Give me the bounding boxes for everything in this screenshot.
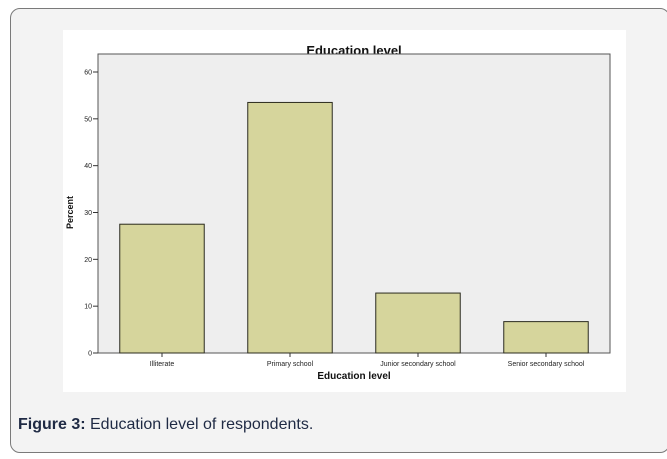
- y-tick-label: 30: [84, 210, 92, 217]
- bar: [503, 321, 589, 354]
- figure-caption: Figure 3: Education level of respondents…: [18, 416, 313, 434]
- y-axis-label: Percent: [65, 196, 75, 229]
- y-tick-label: 50: [84, 116, 92, 123]
- bar-chart: Education level 0 10 20 30 40 50 60 Percent Illit…: [65, 43, 611, 382]
- x-tick-label: Junior secondary school: [380, 361, 456, 368]
- bar: [247, 101, 333, 354]
- bar: [119, 223, 205, 354]
- y-tick-label: 10: [84, 304, 92, 311]
- x-tick-label: Illiterate: [150, 361, 175, 368]
- caption-label: Figure 3:: [18, 416, 86, 433]
- x-axis-label: Education level: [317, 371, 391, 382]
- y-tick-label: 60: [84, 70, 92, 77]
- y-tick-label: 40: [84, 163, 92, 170]
- chart-panel: Education level 0 10 20 30 40 50 60 Percent Illit…: [63, 30, 626, 392]
- x-tick-label: Senior secondary school: [508, 361, 585, 368]
- y-tick-label: 20: [84, 257, 92, 264]
- caption-text: Education level of respondents.: [85, 416, 314, 433]
- x-tick-label: Primary school: [267, 361, 314, 368]
- bar: [375, 292, 461, 354]
- y-tick-label: 0: [88, 351, 92, 358]
